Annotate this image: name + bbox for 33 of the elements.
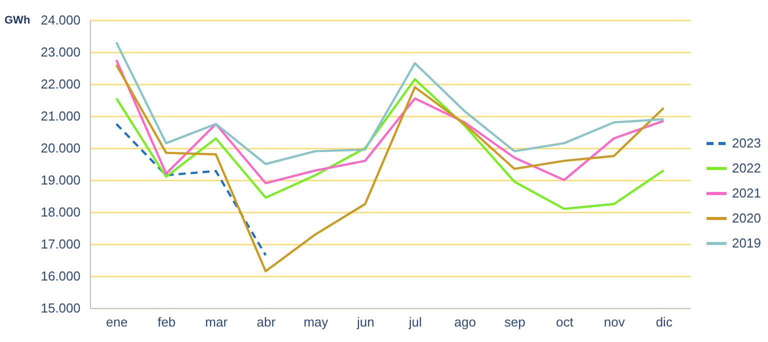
x-tick-label: abr — [256, 314, 276, 330]
x-tick-label: ene — [106, 314, 128, 330]
x-tick-label: nov — [604, 314, 626, 330]
y-tick-label: 21.000 — [40, 108, 80, 124]
y-tick-label: 20.000 — [40, 140, 80, 156]
line-series — [115, 58, 665, 184]
x-tick-label: sep — [504, 314, 526, 330]
line-series — [115, 64, 665, 272]
x-tick-label: jul — [408, 314, 422, 330]
line-series — [115, 78, 665, 210]
y-tick-label: 22.000 — [40, 76, 80, 92]
y-tick-label: 17.000 — [40, 236, 80, 252]
x-tick-label: dic — [656, 314, 673, 330]
y-tick-label: 23.000 — [40, 44, 80, 60]
line-series — [115, 41, 665, 166]
y-tick-label: 18.000 — [40, 204, 80, 220]
x-tick-label: ago — [454, 314, 476, 330]
y-tick-label: 24.000 — [40, 12, 80, 28]
y-tick-label: 19.000 — [40, 172, 80, 188]
x-tick-label: oct — [556, 314, 574, 330]
legend-label: 2023 — [732, 136, 761, 150]
y-axis-title: GWh — [4, 14, 30, 26]
x-tick-label: may — [304, 314, 329, 330]
x-tick-label: jun — [356, 314, 374, 330]
legend-label: 2021 — [732, 186, 761, 200]
x-tick-label: mar — [205, 314, 228, 330]
y-tick-label: 16.000 — [40, 268, 80, 284]
legend-label: 2022 — [732, 160, 761, 176]
legend-label: 2020 — [732, 210, 761, 226]
x-tick-label: feb — [158, 314, 176, 330]
legend-label: 2019 — [732, 236, 761, 250]
y-tick-label: 15.000 — [40, 300, 80, 316]
line-series — [115, 122, 267, 256]
